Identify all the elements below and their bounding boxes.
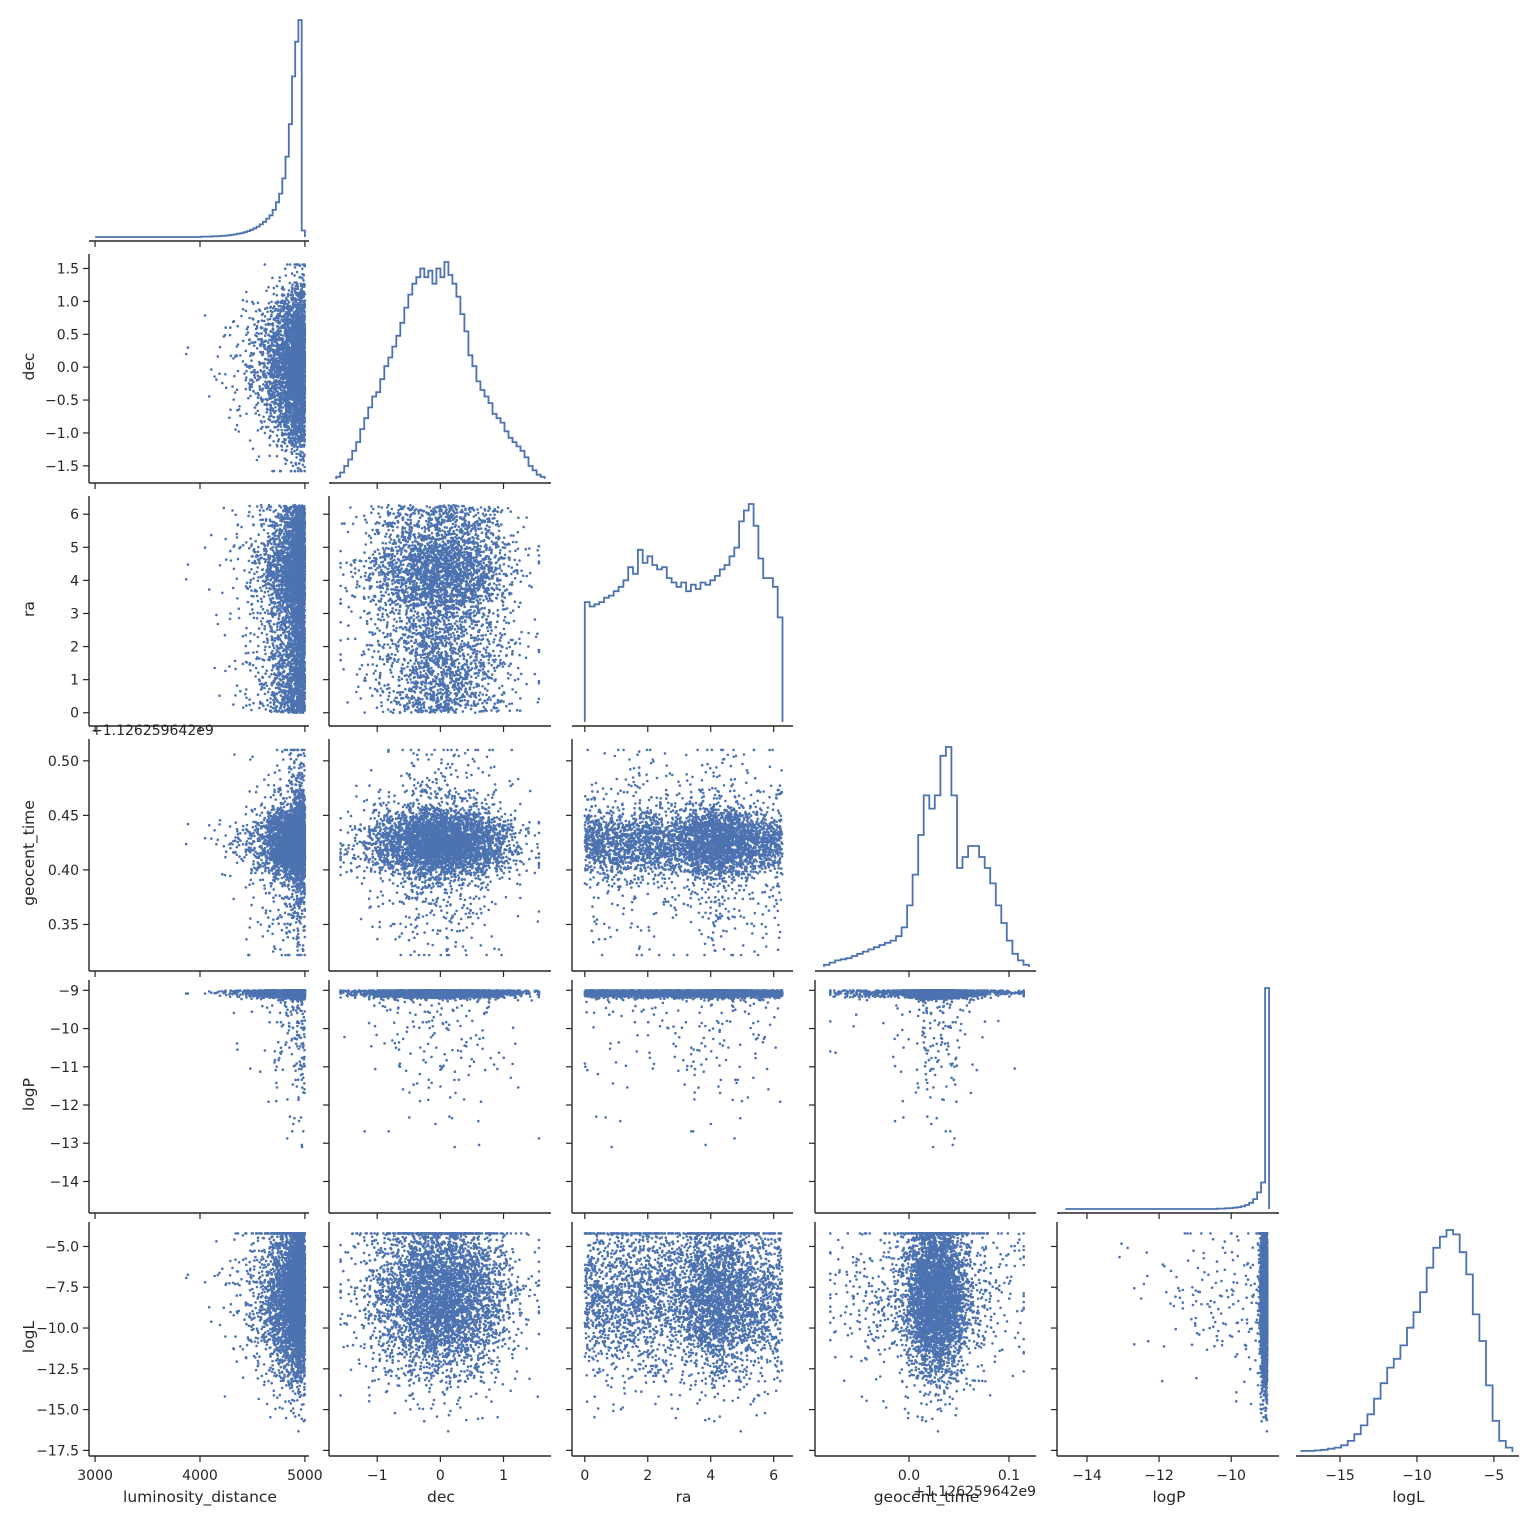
scatter-point <box>297 467 300 470</box>
scatter-point <box>263 320 266 323</box>
scatter-point <box>281 441 284 444</box>
scatter-point <box>264 381 267 384</box>
scatter-point <box>269 412 272 415</box>
scatter-point <box>288 289 291 292</box>
scatter-point <box>276 455 279 458</box>
scatter-point <box>229 408 232 411</box>
scatter-point <box>242 299 245 302</box>
scatter-point <box>257 429 260 432</box>
scatter-point <box>263 420 266 423</box>
scatter-point <box>242 340 245 343</box>
panel-dec-vs-luminosity_distance <box>185 263 306 472</box>
scatter-point <box>303 466 306 469</box>
scatter-point <box>255 332 258 335</box>
scatter-point <box>232 398 235 401</box>
scatter-point <box>270 314 273 317</box>
scatter-point <box>245 350 248 353</box>
scatter-point <box>264 358 267 361</box>
scatter-point <box>265 411 268 414</box>
scatter-point <box>293 450 296 453</box>
scatter-point <box>246 300 249 303</box>
histogram-luminosity_distance <box>95 20 305 237</box>
